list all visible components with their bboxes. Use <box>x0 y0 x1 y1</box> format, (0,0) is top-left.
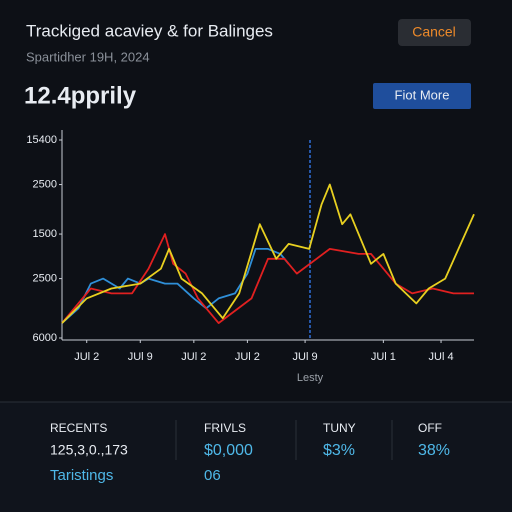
y-tick-label: 1500 <box>33 228 57 240</box>
more-button[interactable] <box>373 83 471 109</box>
stats-panel <box>0 402 512 512</box>
stat-label: FRIVLS <box>204 421 246 435</box>
more-label[interactable]: Fiot More <box>395 87 450 102</box>
y-tick-label: 2500 <box>33 178 57 190</box>
stat-value: $3% <box>323 442 355 459</box>
series-line <box>61 183 475 324</box>
x-tick-label: JUl 4 <box>429 351 454 363</box>
cancel-button[interactable] <box>398 19 471 46</box>
series-line <box>61 233 474 324</box>
x-axis-label: Lesty <box>297 372 324 384</box>
stat-label: TUNY <box>323 421 356 435</box>
x-tick-label: JUl 2 <box>74 351 99 363</box>
series-line <box>61 248 290 324</box>
headline: 12.4pprily <box>24 82 137 109</box>
x-tick-label: JUl 1 <box>371 351 396 363</box>
stat-value: 38% <box>418 442 450 459</box>
stat-label: OFF <box>418 421 442 435</box>
cancel-label[interactable]: Cancel <box>412 24 456 40</box>
y-tick-label: 15400 <box>26 134 57 146</box>
title: Trackiged acaviey & for Balinges <box>26 21 273 40</box>
stat-value: $0,000 <box>204 442 253 459</box>
subtitle: Spartidher 19H, 2024 <box>26 49 150 64</box>
x-tick-label: JUl 2 <box>181 351 206 363</box>
x-tick-label: JUl 9 <box>128 351 153 363</box>
stat-label: RECENTS <box>50 421 107 435</box>
stat-extra: Taristings <box>50 467 113 484</box>
x-tick-label: JUl 2 <box>235 351 260 363</box>
stat-extra: 06 <box>204 467 221 484</box>
x-tick-label: JUl 9 <box>293 351 318 363</box>
y-tick-label: 6000 <box>33 332 57 344</box>
y-tick-label: 2500 <box>33 273 57 285</box>
stat-value: 125,3,0.,173 <box>50 442 128 458</box>
